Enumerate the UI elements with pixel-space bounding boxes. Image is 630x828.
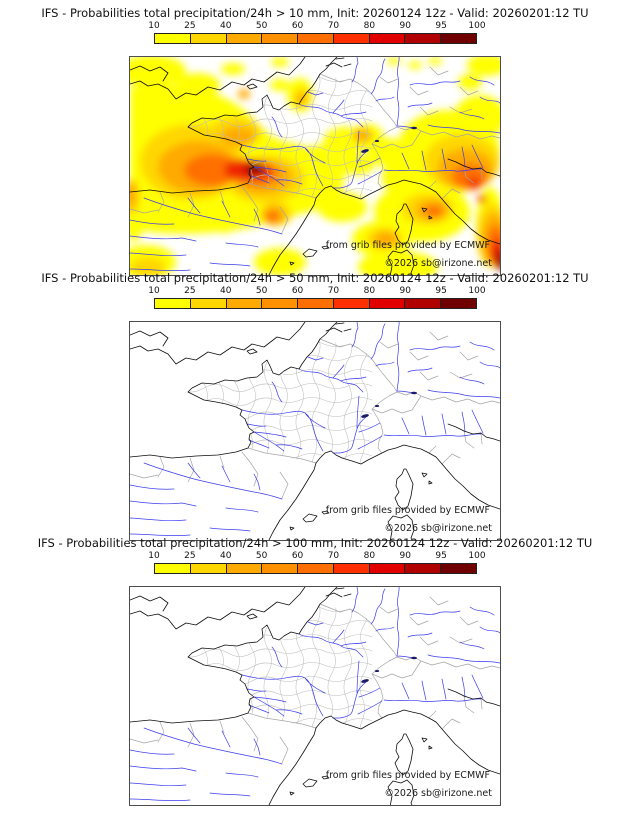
colorbar-tick: 25	[184, 551, 196, 561]
colorbar-tick-labels: 10 25 40 50 60 70 80 90 95 100	[148, 551, 485, 562]
colorbar-segment	[262, 564, 299, 573]
panel-precip-gt-100mm: IFS - Probabilities total precipitation/…	[0, 530, 630, 806]
colorbar-segment	[226, 34, 263, 43]
colorbar-tick: 60	[291, 286, 304, 296]
colorbar-segment	[405, 299, 442, 308]
colorbar-tick: 10	[148, 286, 160, 296]
colorbar-tick: 70	[327, 21, 340, 31]
colorbar-tick: 80	[363, 21, 376, 31]
colorbar-tick: 25	[184, 286, 196, 296]
colorbar-segment	[405, 34, 442, 43]
probability-colorbar	[154, 33, 477, 44]
colorbar-tick: 100	[468, 286, 486, 296]
colorbar-segment	[190, 564, 227, 573]
colorbar-segment	[369, 564, 406, 573]
panel-precip-gt-10mm: IFS - Probabilities total precipitation/…	[0, 0, 630, 276]
colorbar-tick: 95	[435, 551, 447, 561]
colorbar-tick: 95	[435, 286, 447, 296]
colorbar-tick: 70	[327, 551, 340, 561]
colorbar-segment	[441, 299, 477, 308]
colorbar-segment	[190, 34, 227, 43]
colorbar-segment	[405, 564, 442, 573]
attribution-text: from grib files provided by ECMWF	[325, 770, 490, 781]
colorbar-tick: 40	[220, 21, 232, 31]
colorbar-tick: 90	[399, 551, 411, 561]
colorbar-segment	[298, 299, 334, 308]
colorbar-tick: 40	[220, 551, 232, 561]
map-france-precip-10mm: from grib files provided by ECMWF ©2026 …	[129, 56, 501, 276]
colorbar-tick: 90	[399, 21, 411, 31]
colorbar-segment	[155, 299, 191, 308]
colorbar-segment	[333, 299, 370, 308]
attribution-text: from grib files provided by ECMWF	[325, 505, 490, 516]
colorbar-tick: 80	[363, 551, 376, 561]
map-france-precip-50mm: from grib files provided by ECMWF ©2026 …	[129, 321, 501, 541]
colorbar-segment	[333, 564, 370, 573]
colorbar-tick: 10	[148, 21, 160, 31]
map-france-precip-100mm: from grib files provided by ECMWF ©2026 …	[129, 586, 501, 806]
colorbar-tick: 90	[399, 286, 411, 296]
colorbar-segment	[155, 564, 191, 573]
attribution-text: from grib files provided by ECMWF	[325, 240, 490, 251]
colorbar-tick: 10	[148, 551, 160, 561]
panel-title: IFS - Probabilities total precipitation/…	[41, 271, 589, 285]
colorbar-tick: 70	[327, 286, 340, 296]
colorbar-segment	[298, 34, 334, 43]
colorbar-segment	[441, 564, 477, 573]
colorbar-segment	[155, 34, 191, 43]
colorbar-tick: 100	[468, 21, 486, 31]
colorbar-segment	[369, 34, 406, 43]
colorbar-tick: 100	[468, 551, 486, 561]
probability-colorbar	[154, 563, 477, 574]
colorbar-segment	[262, 34, 299, 43]
colorbar-tick: 80	[363, 286, 376, 296]
colorbar-tick-labels: 10 25 40 50 60 70 80 90 95 100	[148, 21, 485, 32]
copyright-text: ©2026 sb@irizone.net	[384, 258, 492, 269]
panel-title: IFS - Probabilities total precipitation/…	[37, 536, 593, 550]
colorbar-tick: 60	[291, 551, 304, 561]
colorbar-tick: 50	[255, 551, 268, 561]
colorbar-tick-labels: 10 25 40 50 60 70 80 90 95 100	[148, 286, 485, 297]
panel-precip-gt-50mm: IFS - Probabilities total precipitation/…	[0, 265, 630, 541]
colorbar-segment	[226, 299, 263, 308]
colorbar-tick: 50	[255, 21, 268, 31]
colorbar-segment	[262, 299, 299, 308]
colorbar-segment	[298, 564, 334, 573]
colorbar-tick: 25	[184, 21, 196, 31]
probability-colorbar	[154, 298, 477, 309]
colorbar-segment	[369, 299, 406, 308]
copyright-text: ©2026 sb@irizone.net	[384, 523, 492, 534]
colorbar-segment	[190, 299, 227, 308]
colorbar-segment	[226, 564, 263, 573]
colorbar-segment	[441, 34, 477, 43]
colorbar-tick: 95	[435, 21, 447, 31]
panel-title: IFS - Probabilities total precipitation/…	[41, 6, 589, 20]
colorbar-tick: 40	[220, 286, 232, 296]
colorbar-segment	[333, 34, 370, 43]
colorbar-tick: 50	[255, 286, 268, 296]
copyright-text: ©2026 sb@irizone.net	[384, 788, 492, 799]
colorbar-tick: 60	[291, 21, 304, 31]
